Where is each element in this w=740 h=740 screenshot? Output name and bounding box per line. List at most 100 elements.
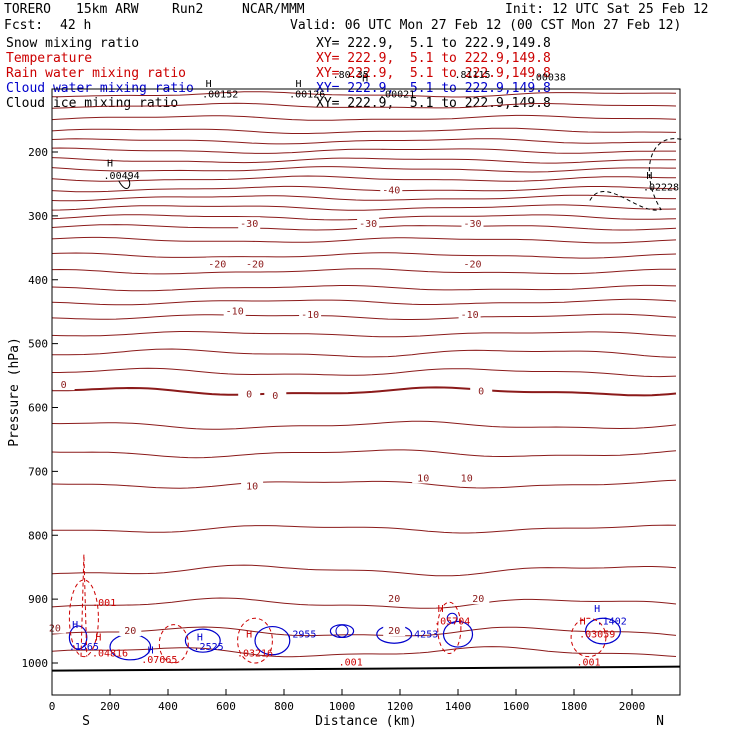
cloud-water-contour — [329, 624, 355, 639]
isotherm-label-bg — [238, 387, 261, 400]
cloud-water-contour — [584, 617, 621, 645]
x-tick-label: 1800 — [561, 700, 588, 713]
isotherm-label-bg — [52, 378, 75, 391]
model-org: NCAR/MMM — [242, 2, 305, 17]
cloud-water-contour — [442, 620, 474, 648]
cloud-contours — [68, 612, 621, 661]
legend-label-cloud-ice: Cloud ice mixing ratio — [6, 96, 179, 111]
axes: 0 200 400 600 800 1000 1200 1400 1600 1800 2000200… — [22, 146, 646, 713]
theta-line — [51, 313, 677, 320]
y-tick-label: 200 — [28, 146, 48, 159]
x-axis-label: Distance (km) — [315, 714, 417, 729]
cloud-ice-contour — [588, 138, 682, 211]
cloud-water-contour — [254, 625, 291, 656]
isotherm-label-bg — [238, 217, 261, 230]
rain-contour — [158, 624, 189, 664]
y-tick-label: 600 — [28, 402, 48, 415]
theta-line — [51, 127, 677, 134]
valid-time: Valid: 06 UTC Mon 27 Feb 12 (00 CST Mon … — [290, 18, 682, 33]
theta-lines — [51, 91, 681, 672]
isotherm-label: 10 — [417, 473, 429, 484]
extremum-annotation: .4253 — [408, 629, 438, 640]
model-run: Run2 — [172, 2, 204, 17]
isotherm-label-bg — [412, 471, 435, 484]
isotherm-label-bg — [461, 257, 484, 270]
isotherm-label: 0 — [478, 387, 484, 398]
extremum-annotation: .001 — [339, 658, 363, 669]
isotherm-label-bg — [119, 624, 142, 637]
forecast-label: Fcst: — [4, 18, 44, 33]
extremum-annotation: .001 — [576, 658, 600, 669]
rain-contour — [437, 601, 462, 654]
theta-line — [51, 298, 677, 306]
y-tick-label: 1000 — [22, 657, 49, 670]
isotherm-label-bg — [299, 307, 322, 320]
rain-contour — [80, 554, 88, 657]
isotherm-label: 0 — [61, 380, 67, 391]
isotherm-label-bg — [206, 257, 229, 270]
model-resolution: 15km ARW — [76, 2, 139, 17]
theta-line — [51, 284, 677, 292]
extremum-annotation: .03216 — [237, 649, 273, 660]
isotherm-label: -20 — [208, 259, 226, 270]
x-end-label-north: N — [656, 714, 664, 729]
extremum-annotation: .2525 — [194, 642, 224, 653]
x-tick-label: 400 — [158, 700, 178, 713]
extremum-annotation: H — [362, 74, 368, 85]
surface-line — [51, 665, 681, 672]
theta-line — [51, 102, 677, 109]
extremum-annotation: H — [580, 617, 586, 628]
isotherm-label: -20 — [246, 259, 264, 270]
theta-line — [51, 564, 677, 577]
isotherm-label: -30 — [359, 219, 377, 230]
isotherm-label-bg — [264, 389, 287, 402]
extremum-annotation: H — [646, 171, 652, 182]
x-tick-label: 0 — [49, 700, 56, 713]
theta-line — [52, 348, 677, 358]
rain-contours — [68, 554, 607, 664]
y-tick-label: 800 — [28, 529, 48, 542]
theta-line — [51, 114, 677, 121]
legend-xy-temperature: XY= 222.9, 5.1 to 222.9,149.8 — [316, 51, 551, 66]
legend-xy-rain: XY= 222.9, 5.1 to 222.9,149.8 — [316, 66, 551, 81]
isotherm-label: 20 — [388, 626, 400, 637]
theta-line — [51, 166, 676, 173]
theta-line — [52, 386, 677, 397]
theta-line — [51, 185, 677, 193]
rain-contour — [68, 579, 99, 658]
isotherm-label: -30 — [463, 219, 481, 230]
y-tick-label: 500 — [28, 338, 48, 351]
ice-contours — [118, 138, 682, 211]
extremum-annotation: .1365 — [69, 642, 99, 653]
isotherm-label: -10 — [226, 307, 244, 318]
x-tick-label: 200 — [100, 700, 120, 713]
theta-line — [51, 157, 677, 164]
theta-line — [51, 252, 677, 259]
isotherm-label-bg — [223, 304, 246, 317]
extremum-annotation: .81115 — [454, 70, 490, 81]
extremum-annotation: .00021 — [379, 90, 415, 101]
extremum-annotation: .00152 — [202, 90, 238, 101]
extremum-annotation: .1402 — [597, 617, 627, 628]
legend-xy-snow: XY= 222.9, 5.1 to 222.9,149.8 — [316, 36, 551, 51]
isotherm-label: 20 — [49, 624, 61, 635]
theta-line — [51, 524, 677, 534]
isotherm-label-bg — [43, 621, 66, 634]
theta-line — [51, 268, 676, 275]
plot-frame — [51, 88, 681, 696]
theta-line — [51, 147, 676, 154]
x-tick-label: 600 — [216, 700, 236, 713]
theta-line — [51, 331, 677, 338]
rain-contour — [570, 617, 607, 658]
extremum-annotation: H — [594, 604, 600, 615]
model-name: TORERO — [4, 2, 51, 17]
theta-line — [51, 91, 677, 98]
theta-line — [51, 646, 677, 658]
extremum-annotation: .02228 — [643, 182, 679, 193]
legend-label-snow: Snow mixing ratio — [6, 36, 140, 51]
extremum-annotation: .00494 — [104, 171, 140, 182]
y-axis-label: Pressure (hPa) — [7, 337, 22, 447]
isotherm-label: -20 — [463, 259, 481, 270]
y-tick-label: 700 — [28, 465, 48, 478]
extremum-annotation: .03059 — [579, 629, 615, 640]
